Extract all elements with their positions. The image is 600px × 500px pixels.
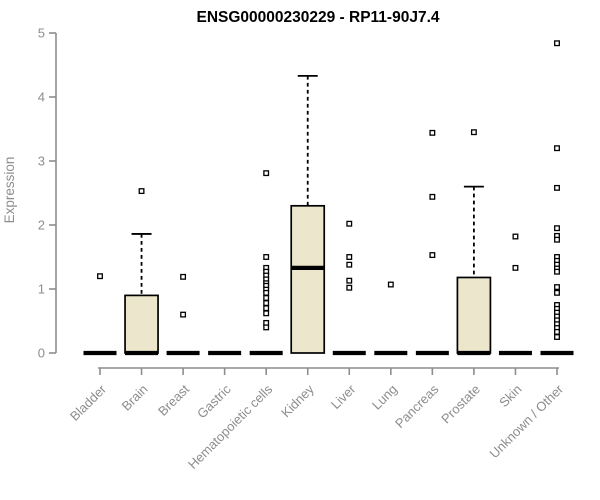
outlier-point xyxy=(263,170,270,177)
outlier-point xyxy=(346,261,353,268)
outlier-point xyxy=(554,225,560,232)
outlier-point xyxy=(263,289,270,296)
x-tick-label: Bladder xyxy=(67,381,110,424)
outlier-point xyxy=(554,236,560,243)
outlier-point xyxy=(138,188,145,195)
outlier-point xyxy=(263,300,270,307)
x-tick-label: Unknown / Other xyxy=(487,381,567,461)
outlier-point xyxy=(263,295,270,301)
outlier-point xyxy=(387,281,394,288)
outlier-point xyxy=(512,233,519,240)
outlier-point xyxy=(554,184,560,191)
outlier-point xyxy=(346,284,353,291)
y-tick-label: 0 xyxy=(38,346,45,361)
x-tick-label: Gastric xyxy=(194,381,234,421)
outlier-point xyxy=(554,40,560,47)
outlier-point xyxy=(429,129,436,136)
outlier-point xyxy=(512,264,519,271)
y-tick-label: 2 xyxy=(38,218,45,233)
outlier-point xyxy=(263,305,270,312)
outlier-point xyxy=(429,252,436,259)
outlier-point xyxy=(263,324,270,331)
box xyxy=(124,294,159,354)
y-tick-label: 3 xyxy=(38,154,45,169)
outlier-point xyxy=(346,277,353,284)
x-tick-label: Pancreas xyxy=(392,381,442,431)
y-axis-label: Expression xyxy=(2,157,17,224)
y-tick-label: 1 xyxy=(38,282,45,297)
y-tick-label: 4 xyxy=(38,90,45,105)
chart-title: ENSG00000230229 - RP11-90J7.4 xyxy=(196,9,439,26)
x-tick-label: Lung xyxy=(369,382,400,413)
outlier-point xyxy=(554,328,560,335)
outlier-point xyxy=(346,254,353,260)
outlier-point xyxy=(263,254,270,260)
outlier-point xyxy=(263,310,270,317)
outlier-point xyxy=(554,268,560,275)
x-tick-label: Brain xyxy=(119,382,151,414)
outlier-point xyxy=(180,311,187,318)
outlier-point xyxy=(346,220,353,227)
outlier-point xyxy=(429,193,436,200)
outlier-point xyxy=(554,145,560,152)
outlier-point xyxy=(554,334,560,340)
y-tick-label: 5 xyxy=(38,26,45,41)
box xyxy=(290,204,326,354)
x-tick-label: Kidney xyxy=(278,381,317,420)
outlier-point xyxy=(180,273,187,280)
box xyxy=(456,276,492,354)
outlier-point xyxy=(554,289,560,296)
outlier-point xyxy=(470,129,477,136)
x-tick-label: Skin xyxy=(496,382,524,410)
outlier-point xyxy=(97,273,103,280)
x-tick-label: Liver xyxy=(328,381,359,412)
x-tick-label: Breast xyxy=(155,381,192,418)
outlier-point xyxy=(554,284,560,291)
x-tick-label: Prostate xyxy=(438,382,483,427)
